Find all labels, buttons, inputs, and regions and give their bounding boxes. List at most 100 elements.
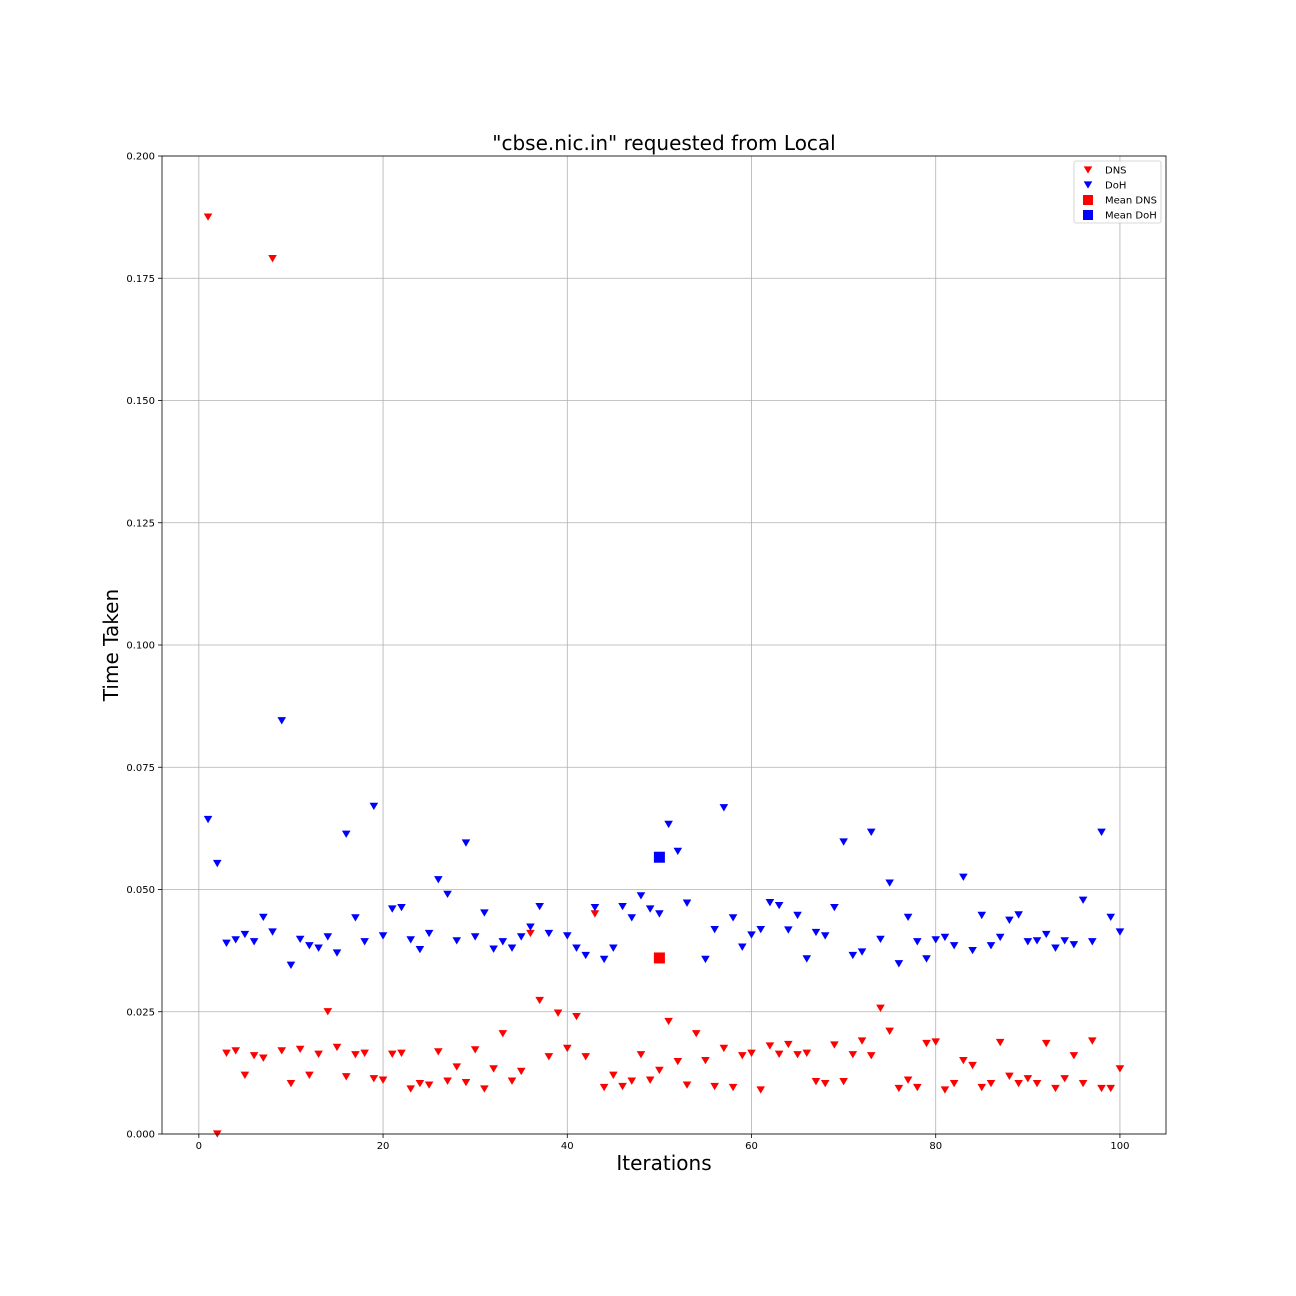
dns-point bbox=[443, 1077, 452, 1085]
plot-frame bbox=[161, 155, 1167, 1135]
legend-mean-dns-label: Mean DNS bbox=[1105, 196, 1157, 207]
y-tick-label: 0.125 bbox=[126, 518, 155, 529]
dns-point bbox=[1069, 1052, 1079, 1060]
dns-point bbox=[986, 1079, 996, 1088]
chart-title: "cbse.nic.in" requested from Local bbox=[492, 131, 835, 155]
doh-point bbox=[286, 961, 296, 969]
doh-point bbox=[949, 942, 959, 950]
doh-point bbox=[222, 939, 231, 947]
doh-point bbox=[461, 839, 471, 847]
dns-point bbox=[820, 1079, 830, 1088]
doh-point bbox=[544, 929, 554, 938]
doh-point bbox=[765, 899, 775, 907]
doh-point bbox=[212, 859, 222, 868]
dns-point bbox=[756, 1086, 766, 1094]
doh-point bbox=[1106, 913, 1116, 922]
dns-point bbox=[1005, 1072, 1014, 1080]
dns-point bbox=[922, 1039, 931, 1048]
dns-point bbox=[406, 1085, 415, 1093]
dns-point bbox=[470, 1046, 480, 1054]
doh-point bbox=[645, 905, 655, 913]
dns-point bbox=[1041, 1039, 1051, 1048]
mean-doh-marker bbox=[653, 851, 665, 863]
dns-point bbox=[286, 1079, 296, 1088]
doh-point bbox=[434, 876, 443, 884]
legend: DNS DoH Mean DNS Mean DoH bbox=[1073, 160, 1162, 224]
x-tick-label: 60 bbox=[745, 1141, 758, 1152]
doh-point bbox=[609, 944, 618, 952]
dns-point bbox=[516, 1067, 526, 1076]
doh-point bbox=[710, 925, 719, 934]
doh-point bbox=[636, 892, 646, 900]
dns-point bbox=[507, 1077, 517, 1085]
doh-point bbox=[406, 936, 415, 944]
doh-point bbox=[913, 938, 922, 946]
doh-point bbox=[1014, 911, 1023, 919]
doh-point bbox=[332, 949, 342, 957]
dns-point bbox=[866, 1052, 876, 1060]
dns-point bbox=[268, 255, 277, 263]
x-axis-label: Iterations bbox=[616, 1151, 711, 1175]
dns-point bbox=[498, 1030, 508, 1038]
doh-point bbox=[535, 902, 544, 911]
legend-box bbox=[1073, 160, 1162, 224]
dns-point bbox=[1106, 1084, 1116, 1093]
doh-point bbox=[240, 930, 250, 939]
dns-point bbox=[949, 1079, 959, 1088]
dns-point bbox=[415, 1079, 425, 1088]
legend-doh-label: DoH bbox=[1105, 181, 1126, 192]
dns-point bbox=[968, 1061, 977, 1070]
doh-point bbox=[673, 847, 683, 856]
doh-point bbox=[489, 945, 498, 953]
dns-point bbox=[848, 1051, 858, 1059]
legend-mean-doh-swatch bbox=[1083, 210, 1093, 220]
dns-point bbox=[360, 1049, 369, 1057]
dns-point bbox=[535, 996, 544, 1005]
dns-point bbox=[1078, 1079, 1088, 1088]
doh-point bbox=[387, 905, 397, 913]
y-tick-label: 0.025 bbox=[126, 1007, 155, 1018]
doh-point bbox=[719, 804, 729, 812]
doh-point bbox=[682, 899, 692, 907]
legend-mean-doh-label: Mean DoH bbox=[1105, 211, 1157, 222]
legend-mean-dns-swatch bbox=[1083, 195, 1093, 205]
doh-point bbox=[590, 903, 600, 912]
doh-point bbox=[830, 903, 839, 912]
dns-point bbox=[913, 1083, 922, 1092]
doh-point bbox=[203, 815, 213, 824]
dns-point bbox=[314, 1050, 323, 1058]
y-tick-label: 0.000 bbox=[126, 1130, 155, 1141]
doh-point bbox=[1051, 944, 1060, 952]
dns-point bbox=[811, 1078, 821, 1086]
doh-point bbox=[581, 951, 591, 960]
doh-point bbox=[784, 926, 793, 934]
doh-point bbox=[664, 820, 673, 829]
doh-point bbox=[480, 909, 489, 917]
y-tick-label: 0.150 bbox=[126, 396, 155, 407]
doh-point bbox=[857, 948, 867, 956]
doh-point bbox=[507, 944, 517, 952]
y-axis-label: Time Taken bbox=[99, 589, 123, 702]
dns-point bbox=[222, 1049, 231, 1057]
doh-point bbox=[1115, 928, 1125, 936]
doh-point bbox=[259, 913, 268, 922]
dns-point bbox=[995, 1038, 1005, 1047]
doh-point bbox=[885, 879, 894, 887]
doh-point bbox=[369, 802, 379, 811]
dns-point bbox=[397, 1049, 406, 1057]
doh-point bbox=[397, 903, 406, 912]
dns-point bbox=[424, 1081, 434, 1089]
dns-point bbox=[664, 1017, 673, 1026]
dns-point bbox=[369, 1075, 379, 1083]
dns-point bbox=[489, 1065, 498, 1073]
doh-point bbox=[655, 910, 664, 918]
dns-point bbox=[940, 1086, 950, 1094]
dns-point bbox=[903, 1076, 913, 1084]
dns-point bbox=[765, 1042, 775, 1050]
doh-point bbox=[940, 933, 950, 942]
dns-point bbox=[784, 1040, 793, 1049]
dns-point bbox=[378, 1076, 388, 1084]
dns-point bbox=[1023, 1075, 1033, 1083]
dns-point bbox=[645, 1076, 655, 1084]
legend-doh-swatch bbox=[1083, 181, 1093, 189]
